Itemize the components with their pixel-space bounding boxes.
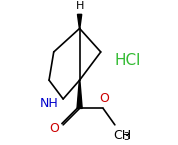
Text: CH: CH: [114, 129, 132, 142]
Text: O: O: [50, 122, 60, 135]
Text: 3: 3: [123, 133, 129, 143]
Polygon shape: [77, 80, 82, 108]
Text: H: H: [75, 1, 84, 11]
Text: NH: NH: [40, 97, 58, 110]
Polygon shape: [77, 14, 82, 28]
Text: HCl: HCl: [115, 53, 141, 68]
Text: O: O: [99, 92, 109, 105]
